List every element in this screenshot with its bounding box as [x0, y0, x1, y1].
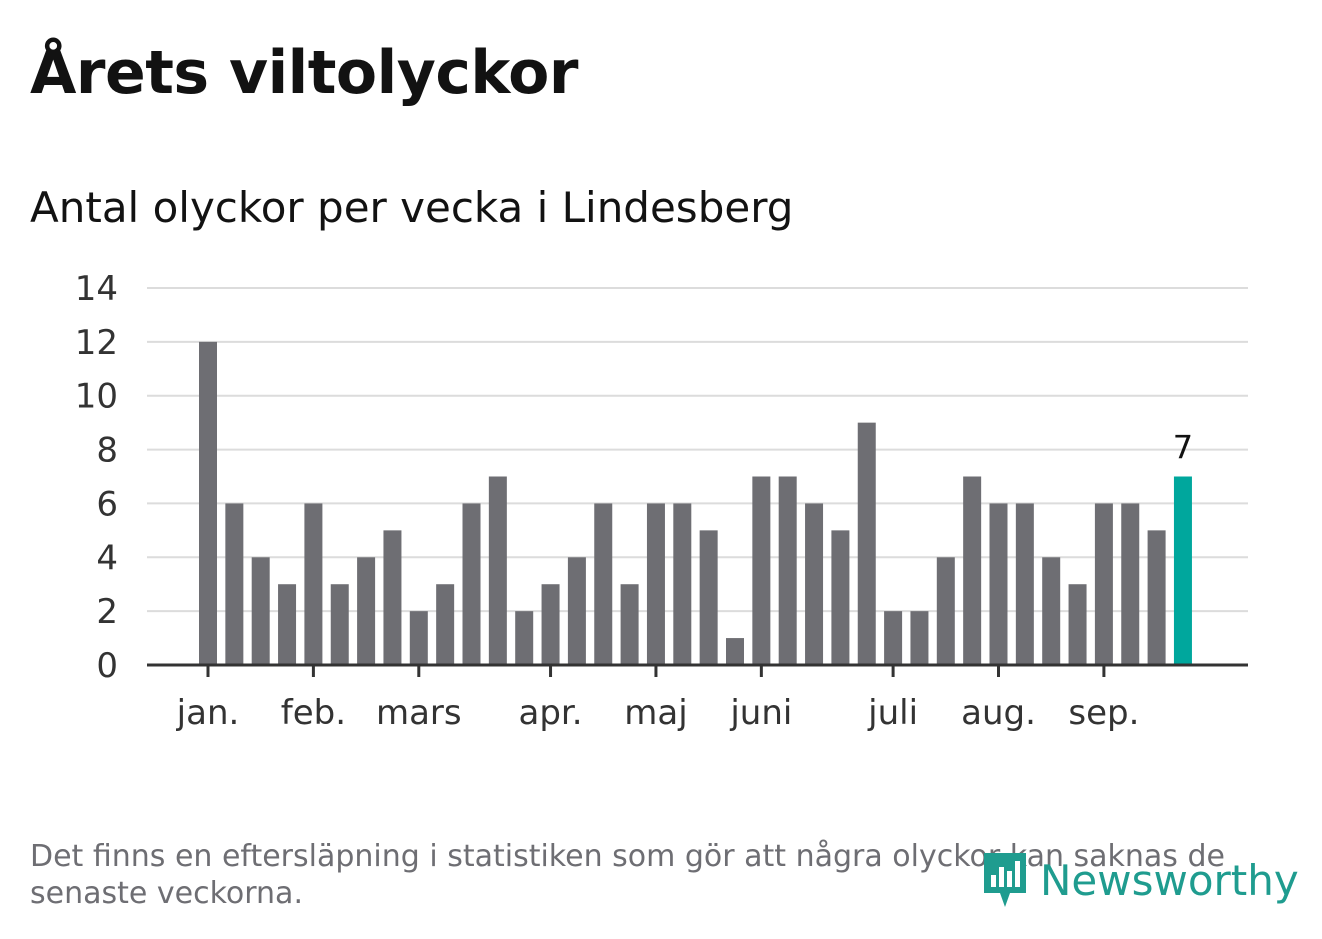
x-tick-label: feb. — [281, 693, 346, 733]
bar — [752, 476, 771, 665]
x-tick-label: mars — [376, 693, 462, 733]
newsworthy-logo: Newsworthy — [980, 848, 1299, 912]
bar — [304, 503, 323, 665]
y-tick-label: 0 — [96, 646, 118, 686]
chart-subtitle: Antal olyckor per vecka i Lindesberg — [30, 183, 794, 232]
gridlines — [147, 287, 1248, 613]
bar — [251, 557, 270, 665]
x-axis: jan. feb. mars apr. maj juni juli aug. sep. — [147, 663, 1248, 733]
bar — [1068, 584, 1087, 665]
bars: 7 — [199, 341, 1193, 665]
x-tick-label: maj — [624, 693, 687, 733]
bar-highlight — [1173, 476, 1192, 665]
bar — [357, 557, 376, 665]
bar — [673, 503, 692, 665]
bar — [462, 503, 481, 665]
bar — [963, 476, 982, 665]
x-tick-label: juli — [867, 693, 918, 733]
bar — [1147, 530, 1166, 665]
x-tick-label: apr. — [519, 693, 583, 733]
bar — [409, 611, 428, 665]
chart-title: Årets viltolyckor — [30, 38, 579, 108]
x-tick-label: aug. — [961, 693, 1036, 733]
y-axis-tick-labels: 0 2 4 6 8 10 12 14 — [75, 269, 118, 686]
bar — [199, 341, 217, 665]
x-tick-label: juni — [729, 693, 792, 733]
x-tick-label: sep. — [1068, 693, 1139, 733]
bar — [910, 611, 929, 665]
bar — [1015, 503, 1034, 665]
bar — [488, 476, 507, 665]
bar — [726, 638, 744, 665]
bar — [541, 584, 560, 665]
bar-value-label: 7 — [1173, 429, 1193, 467]
bar — [699, 530, 718, 665]
bar — [278, 584, 297, 665]
bar — [936, 557, 955, 665]
y-tick-label: 10 — [75, 377, 118, 417]
y-tick-label: 8 — [96, 431, 118, 471]
bar — [225, 503, 244, 665]
bar — [330, 584, 349, 665]
bar — [857, 422, 876, 665]
y-tick-label: 14 — [75, 269, 118, 309]
y-tick-label: 2 — [96, 592, 118, 632]
bar — [567, 557, 586, 665]
bar — [884, 611, 903, 665]
bar — [620, 584, 639, 665]
bar — [831, 530, 850, 665]
bar — [778, 476, 797, 665]
x-tick-label: jan. — [176, 693, 240, 733]
bar — [436, 584, 455, 665]
bar — [1094, 503, 1113, 665]
bar — [805, 503, 824, 665]
y-tick-label: 12 — [75, 323, 118, 363]
y-tick-label: 6 — [96, 484, 118, 524]
bar — [594, 503, 613, 665]
bar — [1042, 557, 1061, 665]
newsworthy-logo-icon — [984, 853, 1026, 907]
bar — [646, 503, 665, 665]
y-tick-label: 4 — [96, 538, 118, 578]
bar — [383, 530, 402, 665]
bar — [515, 611, 534, 665]
bar — [1121, 503, 1140, 665]
bar-chart: 0 2 4 6 8 10 12 14 7 jan. feb. mars apr. maj juni jul… — [75, 269, 1248, 733]
bar — [989, 503, 1008, 665]
brand-name: Newsworthy — [1040, 855, 1299, 905]
